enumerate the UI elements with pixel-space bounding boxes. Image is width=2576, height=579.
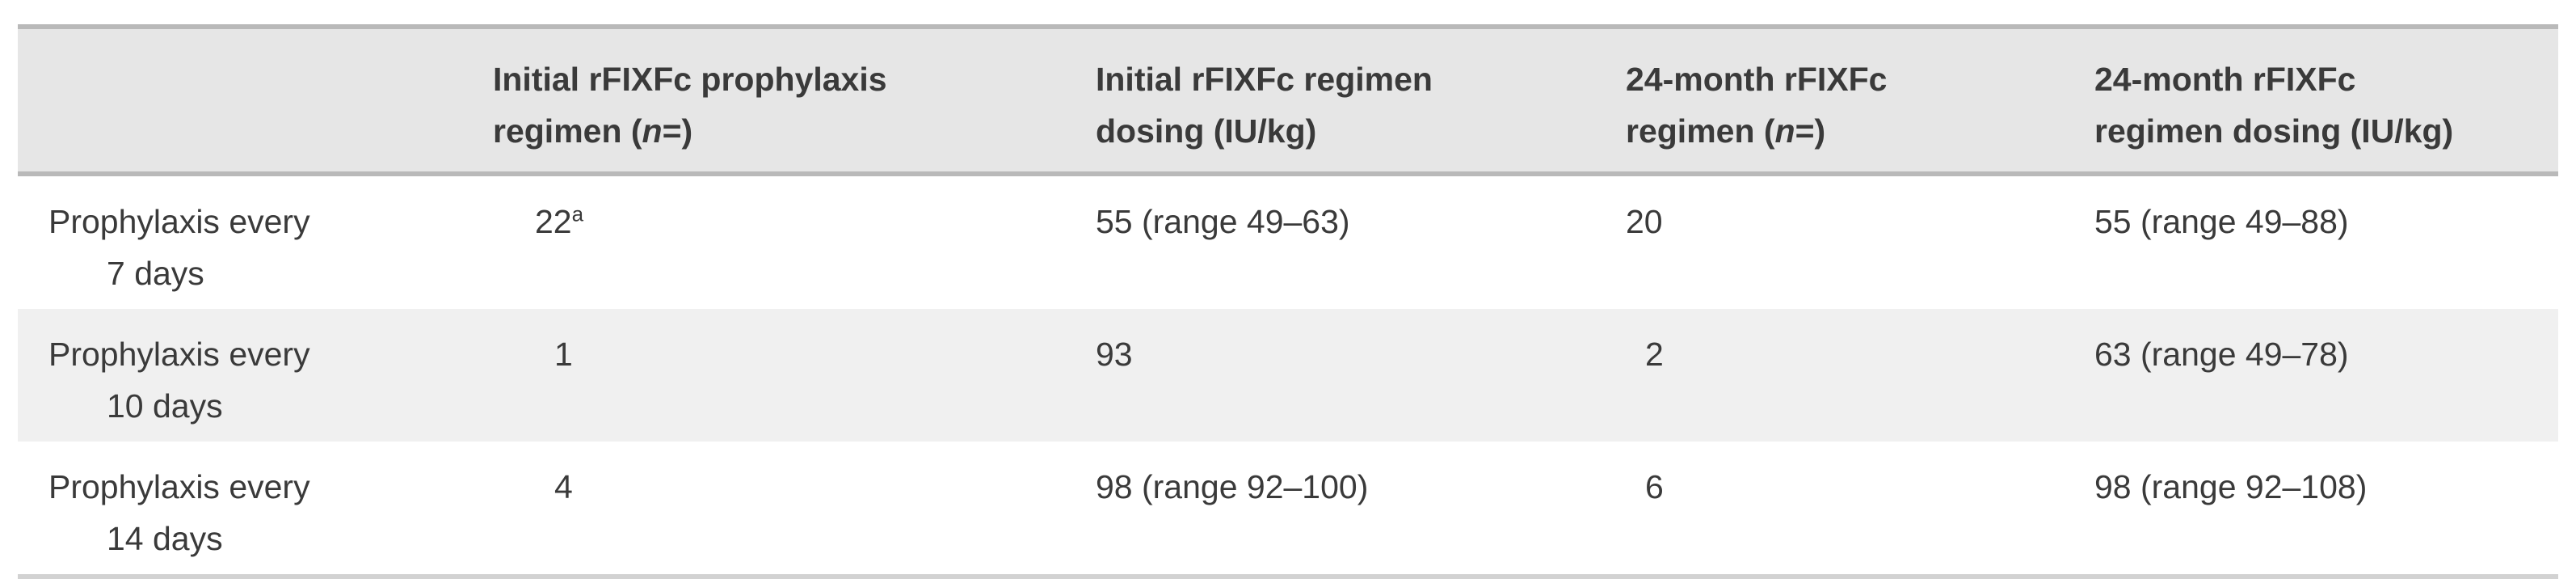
month24-n-cell: 2 [1645, 336, 1664, 373]
header-initial-regimen-n: Initial rFIXFc prophylaxis regimen (n=) [493, 61, 887, 150]
month24-dosing-cell: 98 (range 92–108) [2094, 468, 2368, 505]
regimen-table: Initial rFIXFc prophylaxis regimen (n=) … [18, 24, 2558, 579]
header-row: Initial rFIXFc prophylaxis regimen (n=) … [18, 27, 2558, 174]
initial-n-cell: 1 [554, 336, 573, 373]
header-empty-cell [18, 27, 493, 174]
row-label: Prophylaxis every 10 days [48, 336, 310, 425]
table-header: Initial rFIXFc prophylaxis regimen (n=) … [18, 27, 2558, 174]
data-table-container: Initial rFIXFc prophylaxis regimen (n=) … [18, 24, 2558, 579]
month24-n-cell: 20 [1626, 203, 1663, 240]
header-initial-regimen-dosing: Initial rFIXFc regimen dosing (IU/kg) [1096, 61, 1433, 150]
initial-dosing-cell: 93 [1096, 336, 1133, 373]
month24-dosing-cell: 63 (range 49–78) [2094, 336, 2349, 373]
row-label: Prophylaxis every 7 days [48, 203, 310, 292]
initial-dosing-cell: 98 (range 92–100) [1096, 468, 1369, 505]
initial-dosing-cell: 55 (range 49–63) [1096, 203, 1350, 240]
month24-dosing-cell: 55 (range 49–88) [2094, 203, 2349, 240]
footnote-marker: a [571, 201, 584, 226]
header-24month-regimen-n: 24-month rFIXFc regimen (n=) [1626, 61, 1888, 150]
table-row: Prophylaxis every 14 days 4 98 (range 92… [18, 442, 2558, 577]
table-row: Prophylaxis every 7 days 22a 55 (range 4… [18, 174, 2558, 309]
month24-n-cell: 6 [1645, 468, 1664, 505]
table-body: Prophylaxis every 7 days 22a 55 (range 4… [18, 174, 2558, 577]
header-24month-regimen-dosing: 24-month rFIXFc regimen dosing (IU/kg) [2094, 61, 2454, 150]
initial-n-cell: 22a [535, 201, 584, 240]
initial-n-cell: 4 [554, 468, 573, 505]
row-label: Prophylaxis every 14 days [48, 468, 310, 557]
table-row: Prophylaxis every 10 days 1 93 2 63 (ran… [18, 309, 2558, 442]
